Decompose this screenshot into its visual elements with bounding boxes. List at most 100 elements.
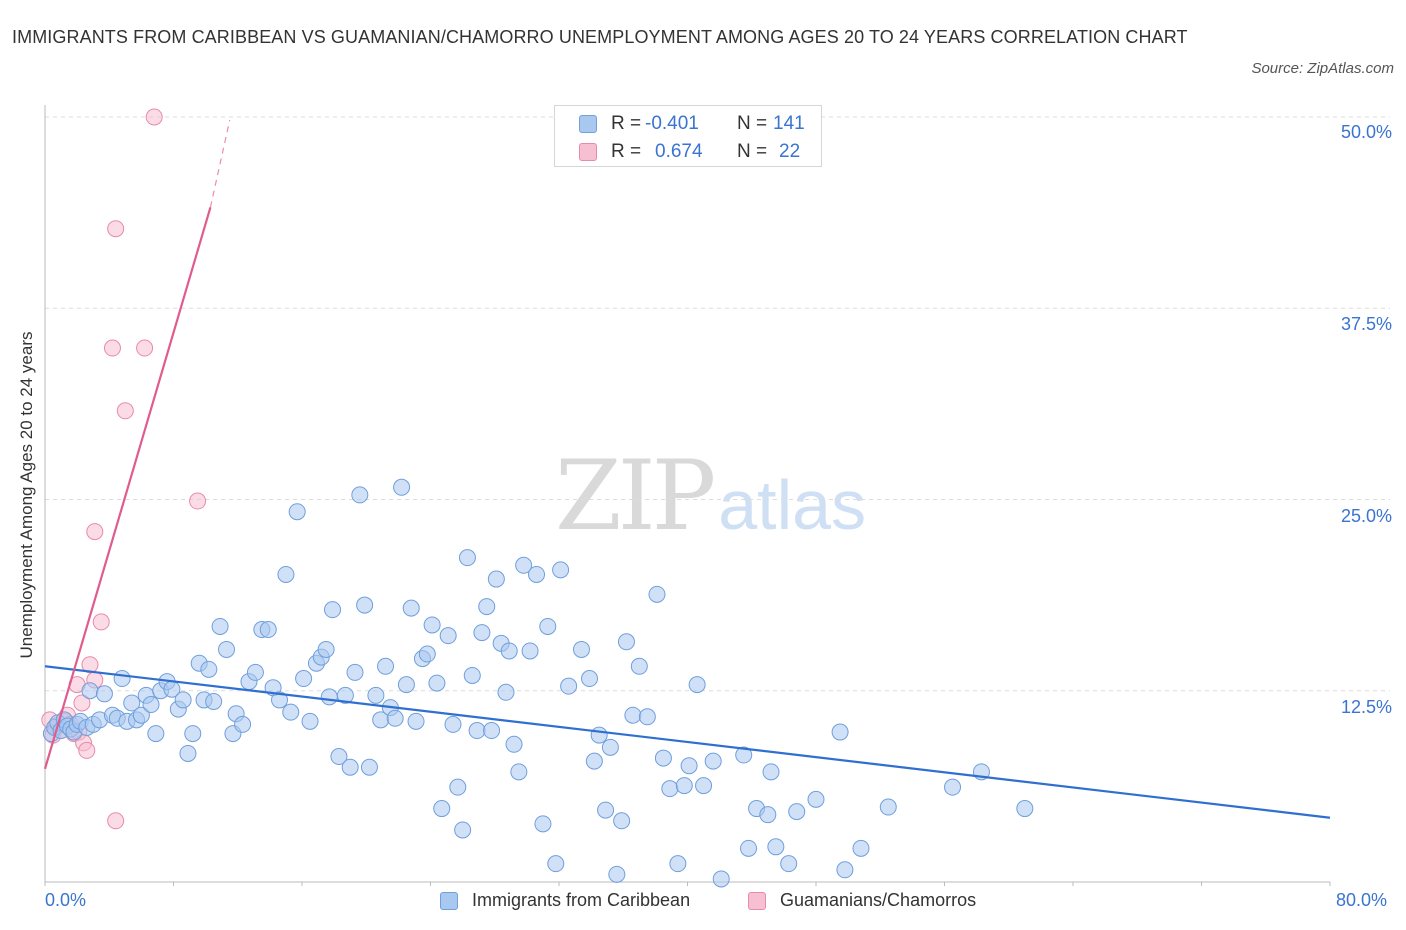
caribbean-point-84 xyxy=(468,722,486,740)
caribbean-point-82 xyxy=(458,549,476,567)
caribbean-point-90 xyxy=(497,683,515,701)
grid-lines xyxy=(45,116,1390,692)
caribbean-point-42 xyxy=(246,663,264,681)
caribbean-point-109 xyxy=(613,812,631,830)
guam-point-18 xyxy=(107,220,125,238)
caribbean-point-132 xyxy=(807,790,825,808)
caribbean-point-71 xyxy=(402,599,420,617)
guam-swatch-icon xyxy=(579,143,597,161)
caribbean-point-72 xyxy=(407,712,425,730)
caribbean-point-79 xyxy=(444,715,462,733)
caribbean-point-50 xyxy=(295,670,313,688)
y-tick-label-50: 50.0% xyxy=(1340,122,1392,142)
caribbean-point-40 xyxy=(234,715,252,733)
caribbean-point-68 xyxy=(386,709,404,727)
caribbean-point-101 xyxy=(560,677,578,695)
legend-row-guam: R = 0.674 N = 22 xyxy=(579,138,813,166)
caribbean-point-87 xyxy=(483,722,501,740)
caribbean-trend-line xyxy=(44,665,1331,819)
guam-swatch-icon xyxy=(748,891,766,910)
caribbean-point-92 xyxy=(505,735,523,753)
caribbean-point-119 xyxy=(680,757,698,775)
caribbean-point-77 xyxy=(433,800,451,818)
caribbean-point-64 xyxy=(367,686,385,704)
caribbean-point-121 xyxy=(695,777,713,795)
caribbean-point-74 xyxy=(418,645,436,663)
guam-point-17 xyxy=(103,339,121,357)
caribbean-point-57 xyxy=(330,748,348,766)
caribbean-swatch-icon xyxy=(440,891,458,910)
guam-point-21 xyxy=(145,108,163,126)
caribbean-point-76 xyxy=(428,674,446,692)
trend-lines xyxy=(43,119,1331,819)
caribbean-point-59 xyxy=(341,758,359,776)
caribbean-point-81 xyxy=(454,821,472,839)
r-label: R = xyxy=(611,141,642,162)
n-value: 22 xyxy=(779,141,801,162)
caribbean-point-123 xyxy=(712,870,730,888)
caribbean-point-104 xyxy=(585,752,603,770)
caribbean-point-137 xyxy=(944,778,962,796)
caribbean-point-44 xyxy=(259,621,277,639)
caribbean-point-135 xyxy=(852,839,870,857)
legend-row-caribbean: R = -0.401 N = 141 xyxy=(579,110,813,138)
guam-point-19 xyxy=(116,402,134,420)
caribbean-point-80 xyxy=(449,778,467,796)
caribbean-point-106 xyxy=(597,801,615,819)
caribbean-point-128 xyxy=(762,763,780,781)
caribbean-point-120 xyxy=(688,676,706,694)
caribbean-point-19 xyxy=(123,694,141,712)
guam-point-20 xyxy=(136,339,154,357)
caribbean-point-85 xyxy=(473,624,491,642)
x-tick-label-end: 80.0% xyxy=(1336,890,1388,910)
caribbean-point-54 xyxy=(317,640,335,658)
legend-item-guam: Guamanians/Chamorros xyxy=(748,890,976,911)
r-value: -0.401 xyxy=(645,113,699,134)
caribbean-point-130 xyxy=(780,855,798,873)
guam-point-15 xyxy=(92,613,110,631)
caribbean-point-122 xyxy=(704,752,722,770)
caribbean-point-139 xyxy=(1016,800,1034,818)
caribbean-point-29 xyxy=(174,691,192,709)
caribbean-point-31 xyxy=(184,725,202,743)
caribbean-point-107 xyxy=(601,738,619,756)
caribbean-point-129 xyxy=(767,838,785,856)
guam-point-16 xyxy=(86,523,104,541)
caribbean-point-86 xyxy=(478,598,496,616)
caribbean-point-48 xyxy=(282,703,300,721)
caribbean-point-70 xyxy=(397,676,415,694)
caribbean-point-56 xyxy=(324,601,342,619)
y-axis-label: Unemployment Among Ages 20 to 24 years xyxy=(17,331,36,659)
caribbean-point-46 xyxy=(271,691,289,709)
caribbean-point-136 xyxy=(879,798,897,816)
caribbean-point-14 xyxy=(95,685,113,703)
source-label: Source: ZipAtlas.com xyxy=(1251,60,1394,77)
caribbean-point-131 xyxy=(788,803,806,821)
caribbean-swatch-icon xyxy=(579,115,597,133)
r-label: R = xyxy=(611,113,642,134)
caribbean-point-17 xyxy=(113,670,131,688)
guam-trend-line xyxy=(43,206,212,770)
legend-item-caribbean: Immigrants from Caribbean xyxy=(440,890,690,911)
caribbean-point-95 xyxy=(521,642,539,660)
correlation-legend: R = -0.401 N = 141 R = 0.674 N = 22 xyxy=(554,105,822,167)
caribbean-point-96 xyxy=(528,565,546,583)
caribbean-point-102 xyxy=(572,640,590,658)
caribbean-point-99 xyxy=(547,855,565,873)
caribbean-point-115 xyxy=(654,749,672,767)
caribbean-point-110 xyxy=(617,633,635,651)
caribbean-point-97 xyxy=(534,815,552,833)
guam-point-12 xyxy=(78,741,96,759)
guam-point-23 xyxy=(107,812,125,830)
caribbean-point-49 xyxy=(288,503,306,521)
caribbean-point-91 xyxy=(500,642,518,660)
caribbean-point-105 xyxy=(590,726,608,744)
caribbean-point-93 xyxy=(510,763,528,781)
y-tick-label-12-5: 12.5% xyxy=(1340,697,1392,717)
caribbean-point-24 xyxy=(147,725,165,743)
axes xyxy=(44,105,1331,886)
caribbean-point-118 xyxy=(675,777,693,795)
caribbean-point-94 xyxy=(515,556,533,574)
guam-point-22 xyxy=(189,492,207,510)
